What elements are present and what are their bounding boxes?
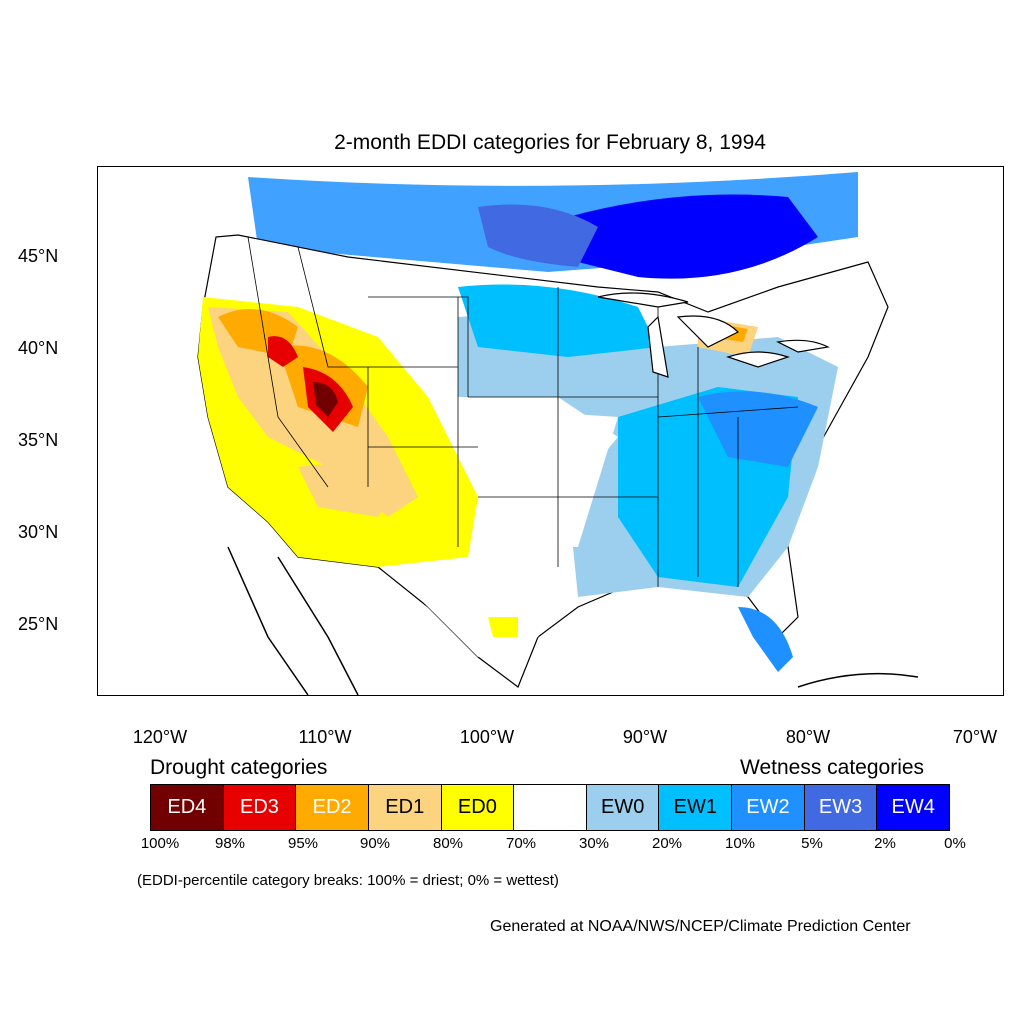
lat-label-35: 35°N (18, 430, 59, 450)
legend-ed4: ED4 (151, 785, 224, 830)
great-lakes (597, 292, 830, 378)
lon-label-70: 70°W (952, 727, 998, 747)
lon-label-100: 100°W (459, 727, 515, 747)
lat-label-25: 25°N (18, 614, 59, 634)
lat-label-45: 45°N (18, 246, 59, 266)
legend-ew1: EW1 (659, 785, 733, 830)
idaho-ed3-area (268, 336, 298, 367)
legend-ew0: EW0 (586, 785, 660, 830)
break-label: 2% (874, 835, 896, 852)
break-label: 30% (578, 835, 610, 852)
eddi-map-canvas (197, 172, 919, 695)
texas-white (378, 547, 568, 657)
utah-ed4-area (313, 382, 338, 417)
lon-label-110: 110°W (298, 727, 352, 747)
lat-label-40: 40°N (18, 338, 59, 358)
caribbean-islands (797, 672, 919, 688)
category-note: (EDDI-percentile category breaks: 100% =… (137, 872, 559, 889)
florida-ew2-area (738, 607, 793, 672)
break-label: 5% (801, 835, 823, 852)
plains-white (468, 407, 618, 547)
wetness-heading: Wetness categories (740, 756, 925, 779)
legend-ed1: ED1 (368, 785, 442, 830)
break-label: 98% (214, 835, 246, 852)
legend-ed0: ED0 (441, 785, 515, 830)
break-label: 0% (944, 835, 966, 852)
legend-ed3: ED3 (223, 785, 297, 830)
credit-line: Generated at NOAA/NWS/NCEP/Climate Predi… (490, 918, 911, 935)
break-label: 70% (505, 835, 537, 852)
lon-label-90: 90°W (622, 727, 668, 747)
break-label: 100% (140, 835, 180, 852)
lon-label-80: 80°W (785, 727, 831, 747)
eddi-map (97, 166, 1004, 696)
break-label: 10% (724, 835, 756, 852)
legend-neutral (514, 785, 587, 830)
break-label: 90% (359, 835, 391, 852)
drought-heading: Drought categories (150, 756, 328, 779)
canada-ew4-core (568, 194, 818, 279)
legend-ew2: EW2 (732, 785, 805, 830)
break-label: 20% (651, 835, 683, 852)
legend-ed2: ED2 (296, 785, 369, 830)
category-legend: ED4 ED3 ED2 ED1 ED0 EW0 EW1 EW2 EW3 EW4 (150, 784, 950, 831)
legend-ew3: EW3 (804, 785, 878, 830)
lat-label-30: 30°N (18, 522, 59, 542)
mexico-coast (227, 546, 359, 695)
texas-ed0-patch (488, 617, 518, 637)
break-label: 95% (287, 835, 319, 852)
lon-label-120: 120°W (132, 727, 188, 747)
map-title: 2-month EDDI categories for February 8, … (334, 131, 766, 154)
arizona-ed2-area (298, 464, 398, 517)
break-label: 80% (432, 835, 464, 852)
ohio-ew2-area (698, 391, 818, 467)
legend-ew4: EW4 (877, 785, 950, 830)
canada-ew3-area (478, 204, 598, 267)
